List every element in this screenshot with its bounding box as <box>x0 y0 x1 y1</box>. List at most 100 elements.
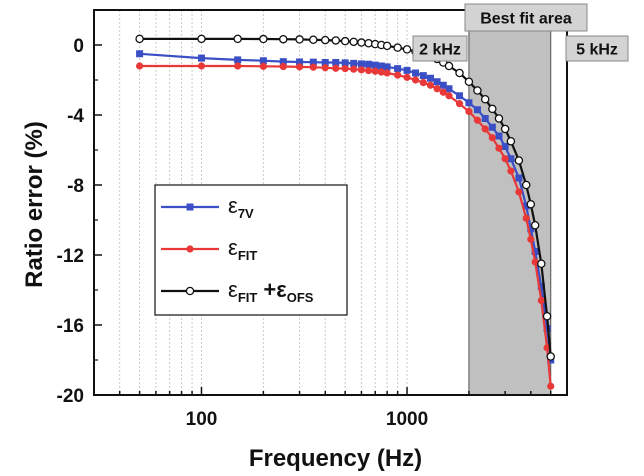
x-axis-title: Frequency (Hz) <box>249 445 422 472</box>
data-point <box>506 136 516 146</box>
x-tick-label: 1000 <box>386 409 428 430</box>
label-2khz-text: 2 kHz <box>419 42 461 59</box>
data-point <box>259 34 268 44</box>
data-point <box>341 65 349 73</box>
data-point <box>411 76 420 84</box>
data-point <box>546 352 555 361</box>
data-point <box>501 155 509 163</box>
data-point <box>494 114 504 123</box>
data-point <box>522 214 530 222</box>
data-point <box>357 60 365 68</box>
data-point <box>309 58 317 66</box>
label-5khz-text: 5 kHz <box>576 42 618 59</box>
data-point <box>419 79 427 87</box>
data-point <box>350 65 358 73</box>
data-point <box>332 64 340 72</box>
data-point <box>321 59 329 66</box>
data-point <box>296 58 304 66</box>
data-point <box>377 62 385 70</box>
best-fit-area-shade <box>468 9 552 396</box>
data-point <box>537 259 546 268</box>
data-point <box>439 81 447 89</box>
data-point <box>495 132 503 140</box>
label-2khz-box <box>412 35 468 62</box>
y-tick-label: -16 <box>57 316 84 337</box>
y-tick-label: -8 <box>67 176 84 197</box>
data-point <box>357 66 366 74</box>
data-point <box>531 248 539 255</box>
legend-label: ε7V <box>228 193 254 221</box>
data-point <box>321 64 329 72</box>
data-point <box>445 85 453 93</box>
legend-label-main: ε <box>228 277 238 302</box>
data-point <box>521 180 531 190</box>
legend-label-sub: FIT <box>238 248 258 263</box>
data-point <box>136 62 144 70</box>
data-point <box>515 174 523 182</box>
data-point <box>364 66 373 75</box>
data-point <box>537 283 545 290</box>
data-point <box>136 50 144 58</box>
data-point <box>473 86 482 95</box>
data-point <box>439 88 447 96</box>
data-point <box>456 92 464 100</box>
data-point <box>403 66 411 74</box>
data-point <box>412 69 420 77</box>
data-point <box>426 81 435 89</box>
data-point <box>382 41 392 51</box>
legend-entry-2: εFIT +εOFS <box>161 277 314 305</box>
data-point <box>371 61 379 69</box>
data-point <box>464 77 474 87</box>
data-point <box>295 63 304 71</box>
tick-marks <box>93 44 568 396</box>
data-point <box>455 100 464 108</box>
data-point <box>481 125 489 133</box>
data-point <box>197 34 206 44</box>
legend-label-main2: +ε <box>257 277 287 302</box>
data-point <box>530 220 540 230</box>
data-point <box>495 144 503 152</box>
data-point <box>309 63 317 71</box>
legend-label: εFIT +εOFS <box>228 277 314 305</box>
data-point <box>197 54 205 62</box>
data-point <box>433 78 441 86</box>
data-point <box>527 225 535 233</box>
data-point <box>547 382 555 390</box>
data-point <box>433 85 441 93</box>
best-fit-area-label: Best fit area <box>464 3 588 32</box>
plot-frame <box>93 9 568 396</box>
data-point <box>501 143 509 150</box>
data-point <box>357 38 366 47</box>
legend-marker <box>185 286 195 296</box>
x-tick-label: 100 <box>186 409 218 430</box>
data-point <box>279 34 288 44</box>
legend-marker <box>186 203 194 211</box>
data-point <box>365 60 373 68</box>
data-point <box>419 72 427 80</box>
y-tick-label: -4 <box>67 106 84 127</box>
data-point <box>393 43 402 52</box>
series-2 <box>135 34 555 361</box>
label-2khz: 2 kHz <box>412 35 468 62</box>
legend-entry-1: εFIT <box>161 235 257 263</box>
y-tick-label: -20 <box>57 386 84 407</box>
data-point <box>197 62 206 70</box>
data-point <box>481 115 489 122</box>
data-point <box>488 134 496 142</box>
data-point <box>349 37 358 47</box>
legend-label-sub: FIT <box>238 290 258 305</box>
data-point <box>259 57 267 65</box>
data-point <box>259 62 267 70</box>
data-point <box>331 36 341 45</box>
data-point <box>507 167 515 175</box>
data-point <box>455 68 464 78</box>
best-fit-area-label-text: Best fit area <box>480 11 572 28</box>
y-axis-title: Ratio error (%) <box>21 121 48 288</box>
data-point <box>473 106 481 114</box>
data-point <box>383 69 391 77</box>
series-0 <box>136 50 555 364</box>
tick-labels: 0 -4 -8 -12 -16 -20 100 1000 <box>57 36 429 430</box>
data-point <box>341 59 349 67</box>
